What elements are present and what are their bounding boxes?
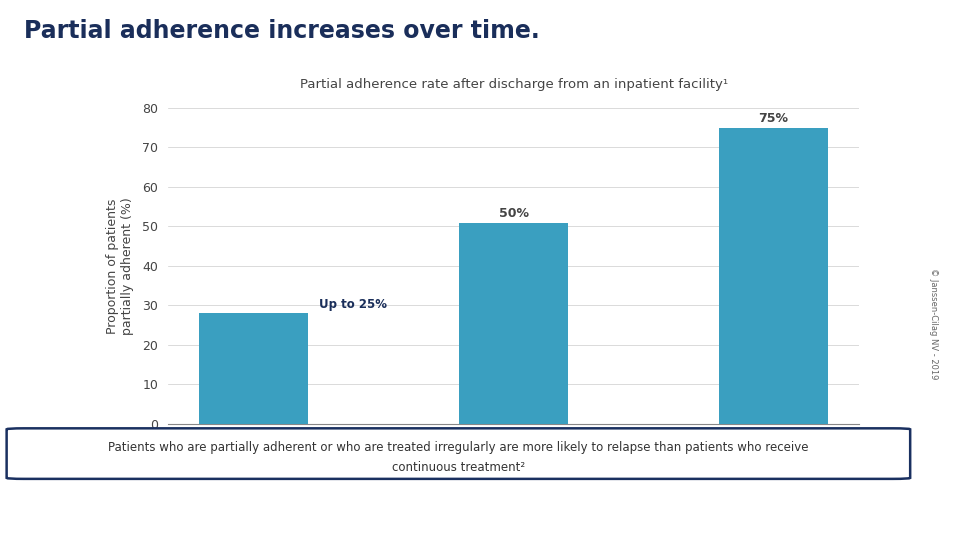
FancyBboxPatch shape [7, 428, 910, 479]
Text: Patients who are partially adherent or who are treated irregularly are more like: Patients who are partially adherent or w… [108, 441, 808, 454]
Y-axis label: Proportion of patients
partially adherent (%): Proportion of patients partially adheren… [106, 197, 134, 335]
Bar [459, 222, 568, 424]
Text: © Janssen-Cilag NV - 2019: © Janssen-Cilag NV - 2019 [928, 268, 938, 380]
Text: Partial adherence increases over time.: Partial adherence increases over time. [24, 19, 540, 43]
Text: 16: 16 [925, 500, 948, 518]
Text: 50%: 50% [498, 207, 529, 220]
Bar [200, 313, 308, 424]
Text: 1. Keith SJ et al. J Clin Psychiatry 2003; 64: 1308–1315; 2. De Nayer A et al. S: 1. Keith SJ et al. J Clin Psychiatry 200… [12, 516, 488, 525]
Bar [719, 128, 828, 424]
Text: continuous treatment²: continuous treatment² [392, 461, 525, 474]
Text: 75%: 75% [758, 112, 788, 125]
Text: Figure adapted from Keith et al. 2003.: Figure adapted from Keith et al. 2003. [12, 494, 185, 502]
Text: Partial adherence rate after discharge from an inpatient facility¹: Partial adherence rate after discharge f… [300, 78, 728, 91]
Text: Up to 25%: Up to 25% [319, 298, 387, 311]
